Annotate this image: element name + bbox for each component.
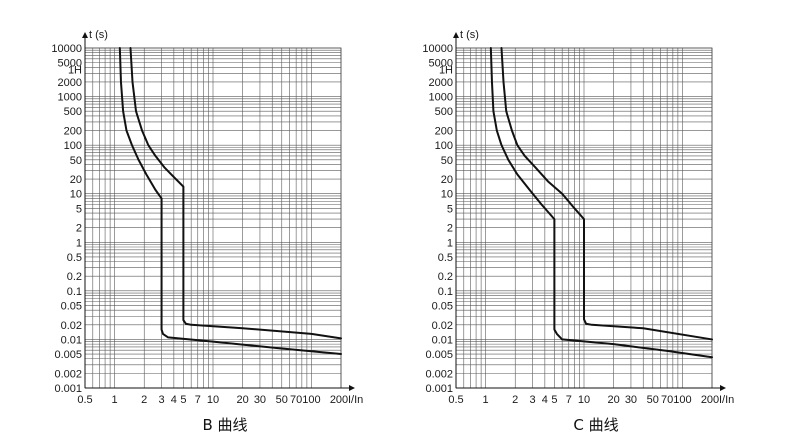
y-tick-label: 200 (435, 126, 453, 138)
x-tick-label: 7 (195, 394, 201, 406)
x-tick-label: 70 (290, 394, 302, 406)
y-tick-label: 10000 (51, 43, 82, 55)
y-tick-label: 0.1 (67, 286, 82, 298)
y-tick-label: 0.2 (67, 271, 82, 283)
y-axis-arrow-icon (82, 32, 88, 38)
y-tick-label: 5 (76, 203, 82, 215)
y-tick-label: 500 (435, 106, 453, 118)
x-tick-label: 10 (578, 394, 590, 406)
y-tick-label: 0.5 (67, 252, 82, 264)
y-tick-label: 5 (447, 203, 453, 215)
x-tick-label: 30 (254, 394, 266, 406)
y-tick-label: 0.05 (61, 300, 82, 312)
y-tick-label: 5000 (58, 58, 82, 70)
x-tick-label: 4 (171, 394, 177, 406)
x-tick-label: 1 (483, 394, 489, 406)
x-tick-label: 10 (207, 394, 219, 406)
x-tick-label: 7 (566, 394, 572, 406)
y-tick-label: 1000 (58, 92, 82, 104)
x-tick-label: 50 (276, 394, 288, 406)
y-tick-label: 1 (76, 237, 82, 249)
x-tick-label: 0.5 (448, 394, 463, 406)
y-axis-label: t (s) (460, 29, 479, 41)
series-line-max (500, 47, 713, 341)
y-tick-label: 0.2 (438, 271, 453, 283)
y-tick-label: 5000 (429, 58, 453, 70)
y-tick-label: 0.001 (54, 383, 82, 395)
chart-title: B 曲线 (202, 416, 247, 434)
y-tick-label: 0.005 (425, 349, 453, 361)
series-line-min (118, 47, 342, 356)
y-tick-label: 0.02 (61, 320, 82, 332)
x-tick-label: 3 (158, 394, 164, 406)
x-tick-label: 200 (330, 394, 348, 406)
x-tick-label: 70 (661, 394, 673, 406)
y-tick-label: 500 (64, 106, 82, 118)
x-tick-label: 0.5 (77, 394, 92, 406)
x-tick-label: 1 (112, 394, 118, 406)
y-tick-label: 0.02 (432, 320, 453, 332)
y-tick-label: 200 (64, 126, 82, 138)
x-tick-label: 2 (512, 394, 518, 406)
y-tick-label: 1H (68, 65, 82, 77)
x-axis-arrow-icon (720, 385, 726, 391)
x-tick-label: 20 (607, 394, 619, 406)
y-tick-label: 0.001 (425, 383, 453, 395)
y-tick-label: 10 (70, 189, 82, 201)
x-tick-label: 4 (542, 394, 548, 406)
y-tick-label: 1H (439, 65, 453, 77)
x-tick-label: 3 (529, 394, 535, 406)
y-tick-label: 100 (64, 140, 82, 152)
y-tick-label: 20 (70, 174, 82, 186)
series-line-min (489, 47, 713, 359)
horizontal-grid (85, 47, 341, 389)
y-tick-label: 20 (441, 174, 453, 186)
x-axis-label: I/In (348, 394, 363, 406)
y-tick-label: 10000 (422, 43, 453, 55)
x-tick-label: 5 (551, 394, 557, 406)
y-tick-label: 100 (435, 140, 453, 152)
y-tick-label: 0.01 (432, 334, 453, 346)
y-tick-label: 2 (76, 223, 82, 235)
x-tick-label: 100 (673, 394, 691, 406)
y-tick-label: 2 (447, 223, 453, 235)
x-tick-label: 5 (180, 394, 186, 406)
y-tick-label: 0.01 (61, 334, 82, 346)
y-tick-label: 2000 (429, 77, 453, 89)
chart-title: C 曲线 (573, 416, 618, 434)
y-tick-label: 0.002 (54, 368, 82, 380)
y-tick-label: 10 (441, 189, 453, 201)
y-tick-label: 2000 (58, 77, 82, 89)
y-tick-label: 0.5 (438, 252, 453, 264)
y-tick-label: 0.002 (425, 368, 453, 380)
series-line-max (129, 47, 342, 340)
y-tick-label: 50 (70, 155, 82, 167)
y-tick-label: 0.1 (438, 286, 453, 298)
x-tick-label: 200 (701, 394, 719, 406)
y-tick-label: 0.005 (54, 349, 82, 361)
y-tick-label: 1 (447, 237, 453, 249)
x-tick-label: 50 (647, 394, 659, 406)
y-tick-label: 50 (441, 155, 453, 167)
x-axis-arrow-icon (349, 385, 355, 391)
x-tick-label: 30 (625, 394, 637, 406)
x-axis-label: I/In (719, 394, 734, 406)
x-tick-label: 2 (141, 394, 147, 406)
y-axis-arrow-icon (453, 32, 459, 38)
x-tick-label: 20 (236, 394, 248, 406)
y-tick-label: 1000 (429, 92, 453, 104)
x-tick-label: 100 (302, 394, 320, 406)
y-tick-label: 0.05 (432, 300, 453, 312)
y-axis-label: t (s) (89, 29, 108, 41)
